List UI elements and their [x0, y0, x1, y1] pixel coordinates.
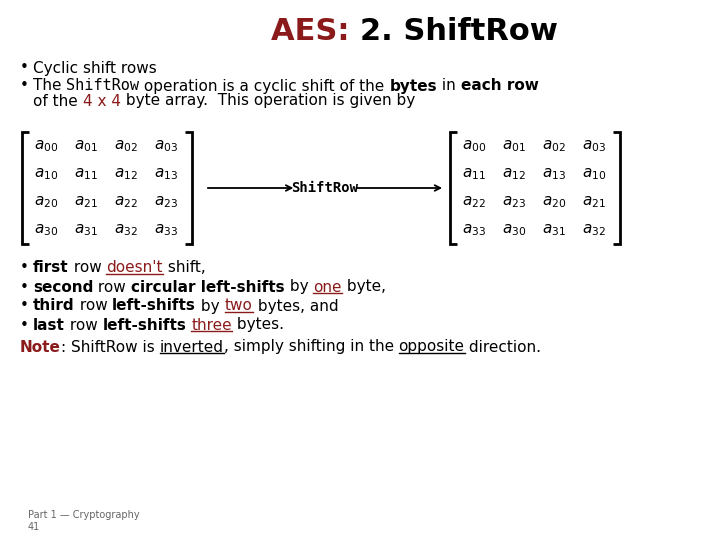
Text: shift,: shift,: [163, 260, 205, 275]
Text: second: second: [33, 280, 94, 294]
Text: two: two: [225, 299, 253, 314]
Text: $a_{22}$: $a_{22}$: [114, 194, 138, 210]
Text: $a_{02}$: $a_{02}$: [114, 138, 138, 154]
Text: of the: of the: [33, 93, 83, 109]
Text: doesn't: doesn't: [107, 260, 163, 275]
Text: by: by: [284, 280, 313, 294]
Text: row: row: [65, 318, 102, 333]
Text: by: by: [196, 299, 225, 314]
Text: 2. ShiftRow: 2. ShiftRow: [360, 17, 558, 46]
Text: $a_{02}$: $a_{02}$: [542, 138, 566, 154]
Text: Part 1 — Cryptography: Part 1 — Cryptography: [28, 510, 140, 520]
Text: left-shifts: left-shifts: [102, 318, 186, 333]
Text: ShiftRow: ShiftRow: [66, 78, 140, 93]
Text: •: •: [20, 280, 29, 294]
Text: , simply shifting in the: , simply shifting in the: [223, 340, 398, 354]
Text: $a_{21}$: $a_{21}$: [74, 194, 98, 210]
Text: $a_{32}$: $a_{32}$: [582, 222, 606, 238]
Text: last: last: [33, 318, 65, 333]
Text: $a_{03}$: $a_{03}$: [582, 138, 606, 154]
Text: $a_{23}$: $a_{23}$: [154, 194, 178, 210]
Text: : ShiftRow is: : ShiftRow is: [61, 340, 160, 354]
Text: $a_{01}$: $a_{01}$: [74, 138, 98, 154]
Text: $a_{13}$: $a_{13}$: [154, 166, 178, 182]
Text: •: •: [20, 318, 29, 333]
Text: $a_{33}$: $a_{33}$: [154, 222, 178, 238]
Text: each row: each row: [461, 78, 539, 93]
Text: $a_{11}$: $a_{11}$: [462, 166, 486, 182]
Text: $a_{22}$: $a_{22}$: [462, 194, 486, 210]
Text: $a_{03}$: $a_{03}$: [154, 138, 178, 154]
Text: •: •: [20, 260, 29, 275]
Text: $a_{11}$: $a_{11}$: [74, 166, 98, 182]
Text: •: •: [20, 60, 29, 76]
Text: ShiftRow: ShiftRow: [292, 181, 359, 195]
Text: opposite: opposite: [398, 340, 464, 354]
Text: $a_{12}$: $a_{12}$: [114, 166, 138, 182]
Text: Note: Note: [20, 340, 61, 354]
Text: $a_{10}$: $a_{10}$: [34, 166, 58, 182]
Text: $a_{31}$: $a_{31}$: [74, 222, 98, 238]
Text: $a_{21}$: $a_{21}$: [582, 194, 606, 210]
Text: Cyclic shift rows: Cyclic shift rows: [33, 60, 157, 76]
Text: first: first: [33, 260, 68, 275]
Text: 4 x 4: 4 x 4: [83, 93, 121, 109]
Text: circular left-shifts: circular left-shifts: [131, 280, 284, 294]
Text: $a_{31}$: $a_{31}$: [542, 222, 566, 238]
Text: $a_{20}$: $a_{20}$: [34, 194, 58, 210]
Text: $a_{20}$: $a_{20}$: [542, 194, 566, 210]
Text: $a_{30}$: $a_{30}$: [34, 222, 58, 238]
Text: bytes, and: bytes, and: [253, 299, 338, 314]
Text: bytes: bytes: [390, 78, 437, 93]
Text: $a_{13}$: $a_{13}$: [542, 166, 566, 182]
Text: $a_{33}$: $a_{33}$: [462, 222, 486, 238]
Text: row: row: [68, 260, 107, 275]
Text: row: row: [94, 280, 131, 294]
Text: $a_{32}$: $a_{32}$: [114, 222, 138, 238]
Text: $a_{30}$: $a_{30}$: [502, 222, 526, 238]
Text: three: three: [192, 318, 232, 333]
Text: third: third: [33, 299, 75, 314]
Text: inverted: inverted: [160, 340, 223, 354]
Text: direction.: direction.: [464, 340, 541, 354]
Text: AES:: AES:: [271, 17, 360, 46]
Text: bytes.: bytes.: [232, 318, 284, 333]
Text: $a_{00}$: $a_{00}$: [34, 138, 58, 154]
Text: operation is a cyclic shift of the: operation is a cyclic shift of the: [140, 78, 390, 93]
Text: •: •: [20, 299, 29, 314]
Text: $a_{01}$: $a_{01}$: [502, 138, 526, 154]
Text: byte,: byte,: [341, 280, 386, 294]
Text: one: one: [313, 280, 341, 294]
Text: left-shifts: left-shifts: [112, 299, 196, 314]
Text: 41: 41: [28, 522, 40, 532]
Text: in: in: [437, 78, 461, 93]
Text: •: •: [20, 78, 29, 93]
Text: row: row: [75, 299, 112, 314]
Text: $a_{10}$: $a_{10}$: [582, 166, 606, 182]
Text: $a_{12}$: $a_{12}$: [502, 166, 526, 182]
Text: The: The: [33, 78, 66, 93]
Text: $a_{23}$: $a_{23}$: [502, 194, 526, 210]
Text: $a_{00}$: $a_{00}$: [462, 138, 486, 154]
Text: byte array.  This operation is given by: byte array. This operation is given by: [121, 93, 415, 109]
